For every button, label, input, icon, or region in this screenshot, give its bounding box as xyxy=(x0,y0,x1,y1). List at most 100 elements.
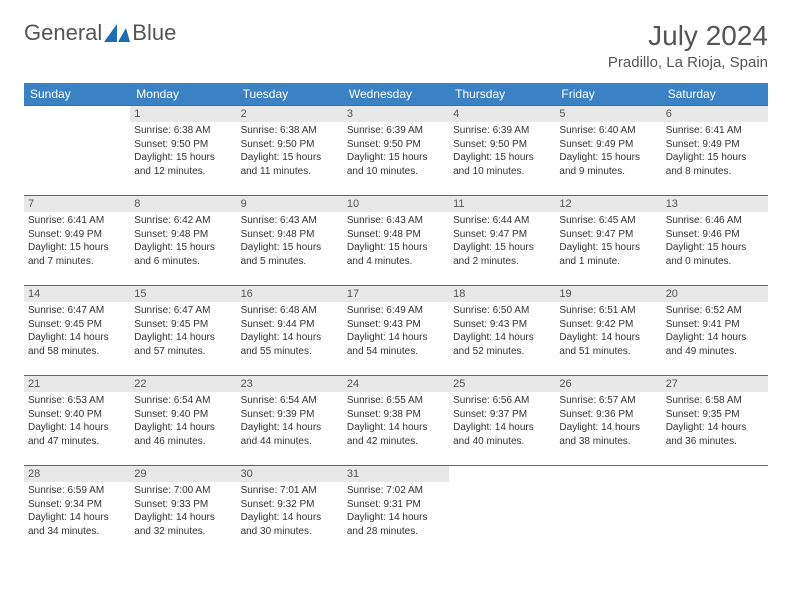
day-number: 21 xyxy=(24,376,130,392)
day-number: 12 xyxy=(555,196,661,212)
logo-text-1: General xyxy=(24,20,102,46)
day-details: Sunrise: 6:57 AMSunset: 9:36 PMDaylight:… xyxy=(555,392,661,452)
sunrise-text: Sunrise: 6:38 AM xyxy=(241,124,339,138)
sunset-text: Sunset: 9:49 PM xyxy=(666,138,764,152)
weekday-header: Tuesday xyxy=(237,83,343,105)
day-number: 22 xyxy=(130,376,236,392)
daylight-text: Daylight: 14 hours and 58 minutes. xyxy=(28,331,126,358)
sunrise-text: Sunrise: 7:02 AM xyxy=(347,484,445,498)
calendar-cell: 22Sunrise: 6:54 AMSunset: 9:40 PMDayligh… xyxy=(130,375,236,465)
day-number: 26 xyxy=(555,376,661,392)
calendar-row: 14Sunrise: 6:47 AMSunset: 9:45 PMDayligh… xyxy=(24,285,768,375)
day-details: Sunrise: 6:39 AMSunset: 9:50 PMDaylight:… xyxy=(343,122,449,182)
daylight-text: Daylight: 15 hours and 10 minutes. xyxy=(347,151,445,178)
calendar-cell: 24Sunrise: 6:55 AMSunset: 9:38 PMDayligh… xyxy=(343,375,449,465)
sunrise-text: Sunrise: 6:38 AM xyxy=(134,124,232,138)
daylight-text: Daylight: 15 hours and 11 minutes. xyxy=(241,151,339,178)
sunrise-text: Sunrise: 6:47 AM xyxy=(28,304,126,318)
sunrise-text: Sunrise: 6:44 AM xyxy=(453,214,551,228)
logo-text-2: Blue xyxy=(132,20,176,46)
sunset-text: Sunset: 9:43 PM xyxy=(453,318,551,332)
day-details: Sunrise: 6:46 AMSunset: 9:46 PMDaylight:… xyxy=(662,212,768,272)
day-number: 14 xyxy=(24,286,130,302)
calendar-row: .1Sunrise: 6:38 AMSunset: 9:50 PMDayligh… xyxy=(24,105,768,195)
sunrise-text: Sunrise: 7:00 AM xyxy=(134,484,232,498)
day-number: 1 xyxy=(130,106,236,122)
weekday-header: Saturday xyxy=(662,83,768,105)
daylight-text: Daylight: 14 hours and 30 minutes. xyxy=(241,511,339,538)
day-number: 11 xyxy=(449,196,555,212)
calendar-row: 28Sunrise: 6:59 AMSunset: 9:34 PMDayligh… xyxy=(24,465,768,555)
sunrise-text: Sunrise: 6:52 AM xyxy=(666,304,764,318)
sunset-text: Sunset: 9:36 PM xyxy=(559,408,657,422)
sunrise-text: Sunrise: 6:40 AM xyxy=(559,124,657,138)
day-number: 20 xyxy=(662,286,768,302)
sunset-text: Sunset: 9:32 PM xyxy=(241,498,339,512)
calendar-cell: 29Sunrise: 7:00 AMSunset: 9:33 PMDayligh… xyxy=(130,465,236,555)
day-details: Sunrise: 7:00 AMSunset: 9:33 PMDaylight:… xyxy=(130,482,236,542)
day-details: Sunrise: 6:47 AMSunset: 9:45 PMDaylight:… xyxy=(130,302,236,362)
daylight-text: Daylight: 15 hours and 0 minutes. xyxy=(666,241,764,268)
sunrise-text: Sunrise: 6:45 AM xyxy=(559,214,657,228)
day-details: Sunrise: 6:54 AMSunset: 9:40 PMDaylight:… xyxy=(130,392,236,452)
day-number: 16 xyxy=(237,286,343,302)
calendar-row: 7Sunrise: 6:41 AMSunset: 9:49 PMDaylight… xyxy=(24,195,768,285)
calendar-cell: 26Sunrise: 6:57 AMSunset: 9:36 PMDayligh… xyxy=(555,375,661,465)
sunset-text: Sunset: 9:44 PM xyxy=(241,318,339,332)
day-details: Sunrise: 6:51 AMSunset: 9:42 PMDaylight:… xyxy=(555,302,661,362)
day-number: 24 xyxy=(343,376,449,392)
sunset-text: Sunset: 9:48 PM xyxy=(241,228,339,242)
daylight-text: Daylight: 15 hours and 8 minutes. xyxy=(666,151,764,178)
daylight-text: Daylight: 15 hours and 7 minutes. xyxy=(28,241,126,268)
sunrise-text: Sunrise: 7:01 AM xyxy=(241,484,339,498)
calendar-body: .1Sunrise: 6:38 AMSunset: 9:50 PMDayligh… xyxy=(24,105,768,555)
sunrise-text: Sunrise: 6:57 AM xyxy=(559,394,657,408)
sunset-text: Sunset: 9:37 PM xyxy=(453,408,551,422)
weekday-header-row: Sunday Monday Tuesday Wednesday Thursday… xyxy=(24,83,768,105)
calendar-cell: 21Sunrise: 6:53 AMSunset: 9:40 PMDayligh… xyxy=(24,375,130,465)
calendar-cell: 19Sunrise: 6:51 AMSunset: 9:42 PMDayligh… xyxy=(555,285,661,375)
daylight-text: Daylight: 14 hours and 52 minutes. xyxy=(453,331,551,358)
daylight-text: Daylight: 15 hours and 9 minutes. xyxy=(559,151,657,178)
calendar-cell: 5Sunrise: 6:40 AMSunset: 9:49 PMDaylight… xyxy=(555,105,661,195)
calendar-cell: . xyxy=(662,465,768,555)
calendar-cell: 6Sunrise: 6:41 AMSunset: 9:49 PMDaylight… xyxy=(662,105,768,195)
calendar-cell: 2Sunrise: 6:38 AMSunset: 9:50 PMDaylight… xyxy=(237,105,343,195)
sunset-text: Sunset: 9:48 PM xyxy=(134,228,232,242)
daylight-text: Daylight: 14 hours and 32 minutes. xyxy=(134,511,232,538)
sunrise-text: Sunrise: 6:43 AM xyxy=(241,214,339,228)
daylight-text: Daylight: 14 hours and 44 minutes. xyxy=(241,421,339,448)
sunrise-text: Sunrise: 6:39 AM xyxy=(453,124,551,138)
daylight-text: Daylight: 14 hours and 38 minutes. xyxy=(559,421,657,448)
sunset-text: Sunset: 9:50 PM xyxy=(134,138,232,152)
sunrise-text: Sunrise: 6:58 AM xyxy=(666,394,764,408)
daylight-text: Daylight: 14 hours and 36 minutes. xyxy=(666,421,764,448)
sunrise-text: Sunrise: 6:41 AM xyxy=(28,214,126,228)
weekday-header: Friday xyxy=(555,83,661,105)
sunrise-text: Sunrise: 6:54 AM xyxy=(134,394,232,408)
day-details: Sunrise: 6:44 AMSunset: 9:47 PMDaylight:… xyxy=(449,212,555,272)
day-details: Sunrise: 6:38 AMSunset: 9:50 PMDaylight:… xyxy=(237,122,343,182)
weekday-header: Sunday xyxy=(24,83,130,105)
sunset-text: Sunset: 9:41 PM xyxy=(666,318,764,332)
sunrise-text: Sunrise: 6:59 AM xyxy=(28,484,126,498)
sunset-text: Sunset: 9:50 PM xyxy=(347,138,445,152)
day-number: 8 xyxy=(130,196,236,212)
day-details: Sunrise: 6:40 AMSunset: 9:49 PMDaylight:… xyxy=(555,122,661,182)
sunrise-text: Sunrise: 6:43 AM xyxy=(347,214,445,228)
title-block: July 2024 Pradillo, La Rioja, Spain xyxy=(608,20,768,71)
sunrise-text: Sunrise: 6:47 AM xyxy=(134,304,232,318)
day-number: 31 xyxy=(343,466,449,482)
sunset-text: Sunset: 9:34 PM xyxy=(28,498,126,512)
calendar-cell: 17Sunrise: 6:49 AMSunset: 9:43 PMDayligh… xyxy=(343,285,449,375)
calendar-cell: 1Sunrise: 6:38 AMSunset: 9:50 PMDaylight… xyxy=(130,105,236,195)
page-title: July 2024 xyxy=(608,20,768,52)
day-details: Sunrise: 6:38 AMSunset: 9:50 PMDaylight:… xyxy=(130,122,236,182)
sunrise-text: Sunrise: 6:49 AM xyxy=(347,304,445,318)
calendar-cell: 23Sunrise: 6:54 AMSunset: 9:39 PMDayligh… xyxy=(237,375,343,465)
daylight-text: Daylight: 14 hours and 42 minutes. xyxy=(347,421,445,448)
daylight-text: Daylight: 14 hours and 47 minutes. xyxy=(28,421,126,448)
calendar-cell: 20Sunrise: 6:52 AMSunset: 9:41 PMDayligh… xyxy=(662,285,768,375)
sunset-text: Sunset: 9:38 PM xyxy=(347,408,445,422)
daylight-text: Daylight: 14 hours and 51 minutes. xyxy=(559,331,657,358)
